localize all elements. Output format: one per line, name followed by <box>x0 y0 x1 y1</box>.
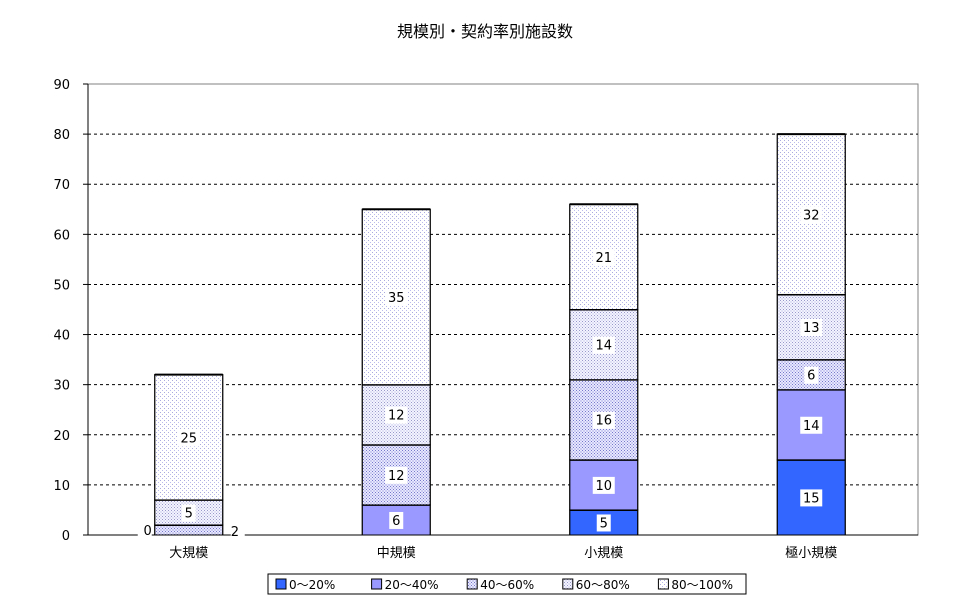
data-label: 0 <box>143 524 151 539</box>
x-tick-label: 大規模 <box>169 546 208 561</box>
data-label: 5 <box>600 516 608 531</box>
legend-label: 20～40% <box>385 578 439 592</box>
chart-title: 規模別・契約率別施設数 <box>397 22 573 41</box>
data-label-bg <box>800 489 823 507</box>
y-tick-label: 20 <box>53 429 70 444</box>
bar-segment <box>154 524 224 536</box>
y-tick-label: 50 <box>53 278 70 293</box>
data-label-bg <box>596 514 611 532</box>
data-label-bg <box>804 366 819 384</box>
data-label-bg <box>137 522 152 539</box>
legend-swatch <box>275 578 287 590</box>
data-label: 14 <box>803 419 820 434</box>
x-tick-label: 中規模 <box>377 546 416 561</box>
legend-label: 40～60% <box>480 578 534 592</box>
legend-label: 60～80% <box>576 578 630 592</box>
bar-outline <box>154 374 224 536</box>
data-label-bg <box>800 319 823 337</box>
data-label-bg <box>592 248 615 266</box>
legend-box <box>267 573 747 595</box>
data-label: 6 <box>392 514 400 529</box>
data-label-bg <box>385 288 408 306</box>
data-label: 12 <box>388 409 405 424</box>
legend-swatch <box>371 578 383 590</box>
y-tick-label: 80 <box>53 128 70 143</box>
data-label: 25 <box>180 431 197 446</box>
data-label-bg <box>385 406 408 424</box>
legend-swatch <box>657 578 669 590</box>
data-label: 16 <box>595 414 612 429</box>
data-label: 6 <box>807 369 815 384</box>
data-label-bg <box>592 411 615 429</box>
bar-outline <box>569 203 639 536</box>
data-label: 15 <box>803 491 820 506</box>
data-label: 32 <box>803 208 820 223</box>
bar-outline <box>776 133 846 536</box>
data-label-bg <box>592 476 615 494</box>
y-tick-label: 60 <box>53 228 70 243</box>
y-tick-label: 30 <box>53 379 70 394</box>
data-label: 14 <box>595 339 612 354</box>
y-tick-label: 40 <box>53 329 70 344</box>
y-tick-label: 70 <box>53 178 70 193</box>
data-label-bg <box>230 522 245 540</box>
data-label-bg <box>800 206 823 224</box>
x-tick-label: 小規模 <box>584 546 623 561</box>
legend-label: 80～100% <box>671 578 733 592</box>
bar-outline <box>361 208 431 536</box>
data-label: 2 <box>231 525 239 540</box>
legend-swatch <box>562 578 574 590</box>
data-label-bg <box>592 336 615 354</box>
data-label: 12 <box>388 469 405 484</box>
data-label-bg <box>181 504 196 522</box>
data-label-bg <box>385 466 408 484</box>
data-label: 13 <box>803 321 820 336</box>
legend-label: 0～20% <box>289 578 335 592</box>
data-label: 21 <box>595 251 612 266</box>
y-tick-label: 0 <box>62 529 70 544</box>
data-label-bg <box>177 429 200 447</box>
y-tick-label: 10 <box>53 479 70 494</box>
data-label-bg <box>800 416 823 434</box>
legend-swatch <box>466 578 478 590</box>
data-label-bg <box>389 511 404 529</box>
data-label: 35 <box>388 291 405 306</box>
y-tick-label: 90 <box>53 78 70 93</box>
x-tick-label: 極小規模 <box>785 545 837 561</box>
data-label: 5 <box>185 506 193 521</box>
data-label: 10 <box>595 479 612 494</box>
